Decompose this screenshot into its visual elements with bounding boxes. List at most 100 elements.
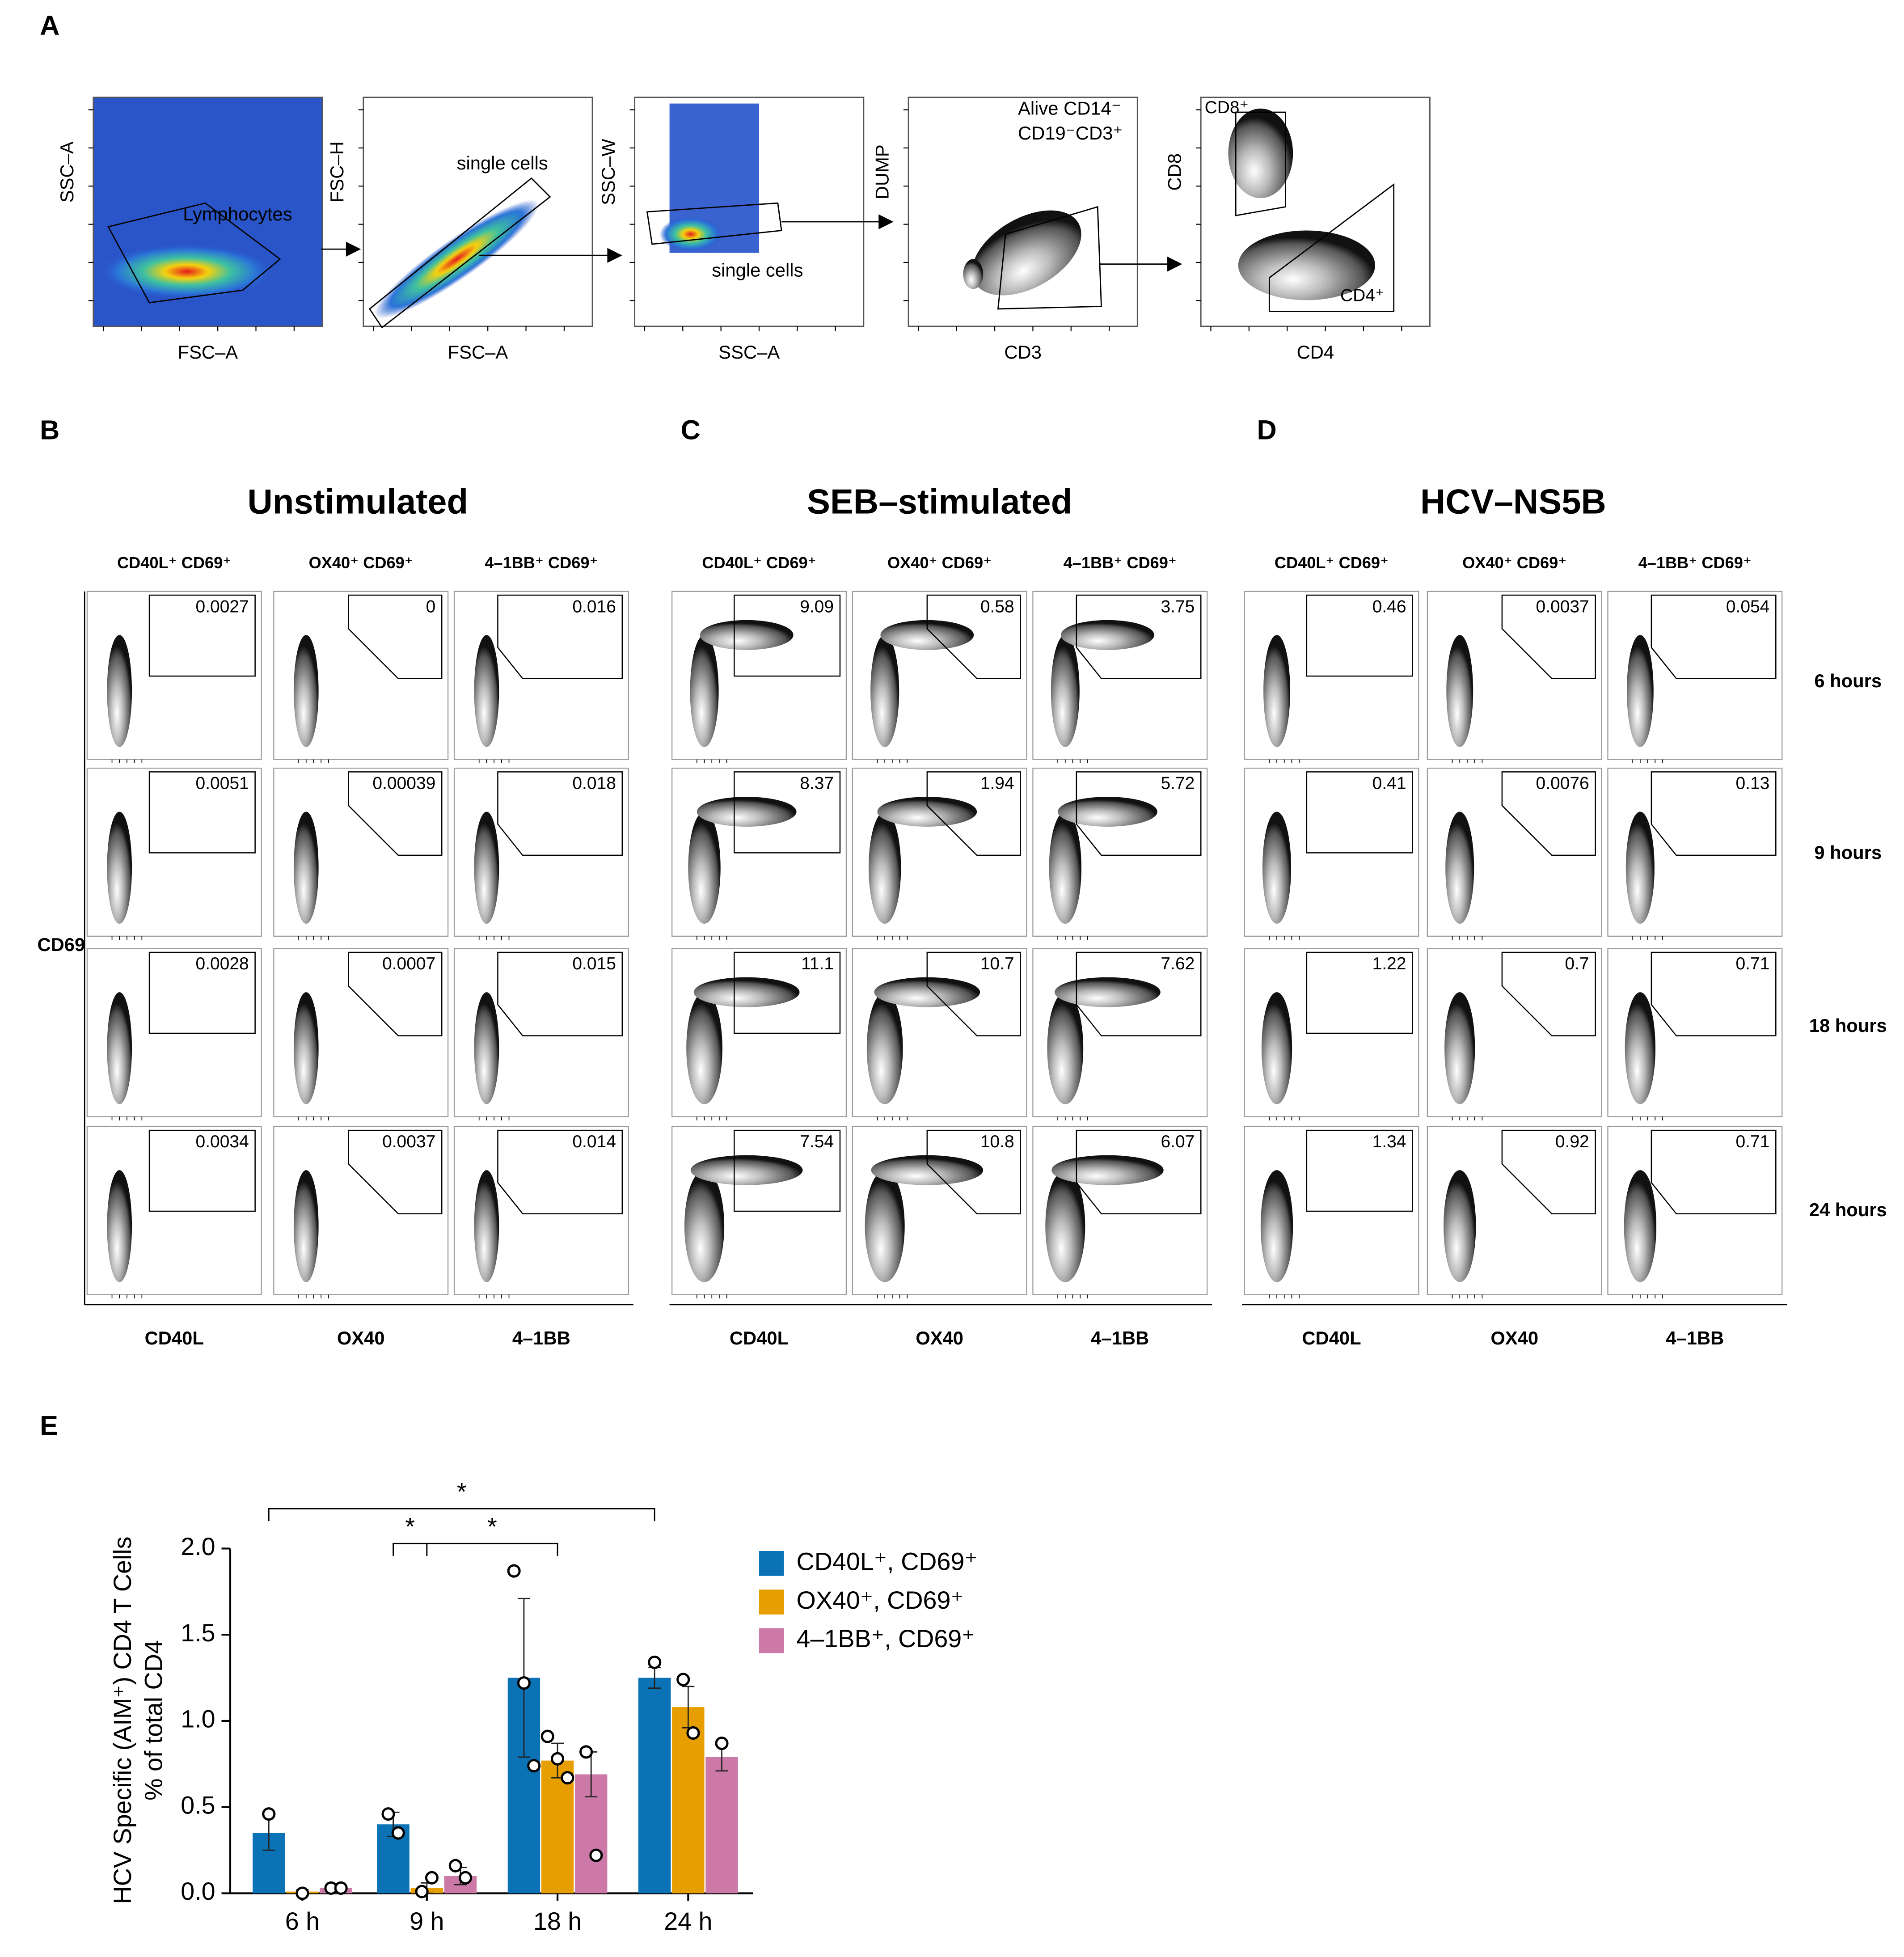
- gate: [734, 951, 841, 1034]
- gate: [734, 771, 841, 854]
- gate: [1651, 951, 1777, 1036]
- gate: [926, 771, 1021, 856]
- gate: [1651, 771, 1777, 856]
- column-header: 4–1BB⁺ CD69⁺: [1064, 554, 1177, 572]
- column-header: CD40L⁺ CD69⁺: [702, 554, 816, 572]
- y-axis-label: % of total CD4: [140, 1640, 168, 1801]
- density: [1058, 797, 1157, 827]
- frequency: 7.54: [800, 1132, 834, 1151]
- gate: [1501, 1129, 1596, 1214]
- group-title: Unstimulated: [247, 482, 468, 521]
- column-header: OX40⁺ CD69⁺: [887, 554, 992, 572]
- x-tick-label: 6 h: [285, 1907, 320, 1935]
- density: [1228, 108, 1293, 199]
- data-point: [589, 1848, 603, 1862]
- density: [963, 259, 984, 289]
- gate: [148, 594, 256, 677]
- gate: [497, 771, 623, 856]
- gate: [997, 206, 1102, 310]
- density: [374, 199, 539, 319]
- gate: [734, 1129, 841, 1212]
- arrow-head: [607, 248, 622, 263]
- density: [474, 992, 499, 1104]
- bar: [638, 1678, 671, 1894]
- density: [107, 635, 132, 747]
- data-point: [579, 1745, 593, 1759]
- frequency: 0.7: [1565, 954, 1589, 973]
- data-point: [507, 1564, 521, 1578]
- y-tick-label: 0.0: [181, 1877, 215, 1905]
- gate: [497, 1129, 623, 1214]
- frequency: 10.7: [980, 954, 1014, 973]
- x-axis-label: OX40: [1490, 1327, 1538, 1348]
- frequency: 7.62: [1161, 954, 1195, 973]
- frequency: 0: [426, 597, 436, 616]
- gate: [348, 594, 443, 679]
- bar: [705, 1757, 738, 1894]
- significance-bracket: [426, 1543, 558, 1556]
- density: [874, 977, 980, 1007]
- panel-label: C: [681, 415, 701, 445]
- data-point: [296, 1886, 309, 1900]
- gate: [148, 1129, 256, 1212]
- density: [1444, 992, 1475, 1104]
- x-axis-label: SSC–A: [718, 342, 780, 363]
- frequency: 5.72: [1161, 774, 1195, 793]
- arrow-head: [346, 241, 361, 257]
- y-axis-label: HCV Specific (AIM⁺) CD4 T Cells: [109, 1536, 136, 1904]
- frequency: 1.94: [980, 774, 1014, 793]
- data-point: [715, 1737, 729, 1750]
- density: [693, 977, 800, 1007]
- panel-label: B: [40, 415, 59, 445]
- x-axis-label: CD40L: [730, 1327, 789, 1348]
- x-axis-label: OX40: [916, 1327, 963, 1348]
- gate: [1306, 594, 1413, 677]
- frequency: 0.0027: [196, 597, 249, 616]
- frequency: 1.34: [1372, 1132, 1406, 1151]
- y-axis-label: CD69: [38, 934, 85, 955]
- x-axis-label: CD4: [1297, 342, 1334, 363]
- panel-label: A: [40, 10, 59, 41]
- gate-label: Lymphocytes: [183, 203, 292, 224]
- gate-label: single cells: [712, 259, 803, 280]
- legend-label: CD40L⁺, CD69⁺: [797, 1548, 978, 1576]
- gate: [368, 177, 551, 329]
- x-axis-label: CD40L: [1302, 1327, 1361, 1348]
- data-point: [517, 1676, 531, 1690]
- frequency: 0.0034: [196, 1132, 249, 1151]
- gate: [348, 771, 443, 856]
- gate: [646, 202, 782, 245]
- density: [293, 635, 319, 747]
- density: [688, 812, 721, 924]
- x-tick-label: 18 h: [533, 1907, 582, 1935]
- significance-bracket: [268, 1508, 655, 1522]
- gate: [348, 951, 443, 1036]
- density: [700, 620, 794, 650]
- frequency: 9.09: [800, 597, 834, 616]
- gate: [1501, 951, 1596, 1036]
- gate-label: single cells: [457, 152, 548, 173]
- gate: [1268, 183, 1395, 312]
- frequency: 0.014: [572, 1132, 616, 1151]
- density: [1445, 812, 1474, 924]
- gate: [1076, 594, 1202, 679]
- x-axis-label: FSC–A: [448, 342, 508, 363]
- frequency: 0.018: [572, 774, 616, 793]
- density: [659, 216, 722, 252]
- y-axis-label: DUMP: [871, 144, 892, 199]
- x-axis-label: CD40L: [145, 1327, 204, 1348]
- gate: [1501, 594, 1596, 679]
- density: [972, 210, 1081, 296]
- density: [866, 992, 903, 1104]
- bar: [672, 1707, 705, 1894]
- density: [1263, 635, 1290, 747]
- legend-swatch: [759, 1628, 784, 1653]
- y-tick-label: 0.5: [181, 1791, 215, 1819]
- density: [871, 1155, 984, 1185]
- gate: [497, 594, 623, 679]
- gate-label: CD8⁺: [1205, 98, 1249, 117]
- density: [686, 992, 722, 1104]
- gate-label: Alive CD14⁻: [1018, 98, 1121, 119]
- density: [107, 812, 132, 924]
